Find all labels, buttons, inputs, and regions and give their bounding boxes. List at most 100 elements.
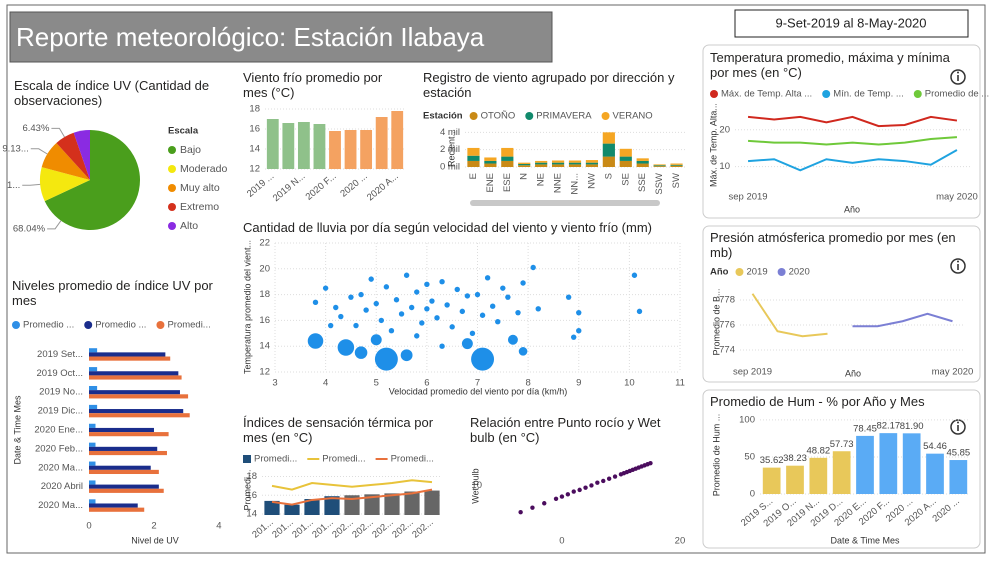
point [403,272,410,278]
point [353,322,359,329]
bar [404,491,420,515]
data-label: 48.82 [806,445,830,456]
bar-segment [501,156,514,161]
x-axis-label: Nivel de UV [131,535,179,545]
point [358,291,364,298]
legend-title: Año [710,267,729,278]
pie-slice [39,167,90,202]
bar-segment [585,164,599,167]
scrollbar[interactable] [470,200,660,206]
point [444,302,450,308]
y-tick-label: 50 [744,451,755,462]
point [363,307,369,313]
point [601,478,606,484]
point [408,304,415,311]
bar-segment [585,162,599,165]
chart-title: Registro de viento agrupado por direcció… [423,70,675,100]
leader-line [22,183,41,186]
y-tick-label: 2019 Dic... [38,406,83,417]
bar-segment [501,147,514,157]
bar-segment [585,160,599,163]
bar [324,496,340,515]
bar [89,427,154,433]
chart-title: Temperatura promedio, máxima y mínima po… [710,50,950,80]
y-tick-label: 778 [719,295,735,306]
point [489,303,496,309]
y-tick-label: 10 [719,161,730,172]
legend-label: Moderado [180,163,227,175]
pie-slice [56,132,90,180]
bar-segment [467,160,480,167]
bar [89,499,96,504]
point [434,315,440,321]
bar [89,446,158,451]
point [439,279,445,285]
point [469,330,476,336]
point [631,272,638,278]
legend-swatch [12,321,20,329]
x-tick-label: 20 [675,536,686,547]
point [576,328,582,334]
chart-title: Viento frío promedio por mes (°C) [243,70,383,100]
line [747,136,958,146]
point [338,313,344,320]
point [484,275,491,281]
info-icon[interactable] [950,258,966,274]
bar [89,503,138,508]
bar-segment [551,162,565,165]
bar-segment [535,160,548,163]
point [589,483,594,488]
point [439,343,445,349]
legend-label: Alto [180,220,198,232]
x-tick-label: 11 [675,378,685,389]
x-tick-label: may 2020 [932,367,974,378]
leader-line [47,220,62,230]
y-tick-label: 10 [471,480,482,491]
point [337,339,355,356]
bar-segment [568,164,582,167]
data-label: 6.43% [22,123,49,134]
point [398,311,405,317]
legend-label: Promedi... [167,320,210,331]
y-tick-label: 2020 Ene... [34,425,83,436]
y-tick-label: 0 [750,489,755,500]
point [570,334,577,340]
x-tick-label: 8 [525,378,530,389]
line [747,149,958,172]
point [471,347,495,371]
y-tick-label: 20 [259,263,270,274]
point [518,347,528,356]
bar [89,348,98,353]
x-tick-label: ESE [502,173,513,192]
data-label: 9.13... [2,143,28,154]
y-axis-label: Temperatura promedio del vient... [242,240,252,374]
legend-swatch [156,321,165,329]
y-tick-label: 18 [246,471,257,482]
legend-swatch [777,268,786,276]
data-label: 78.45 [853,423,877,434]
bar-segment [551,164,565,167]
bar [297,122,310,169]
x-tick-label: 4 [216,521,221,532]
bar-segment [670,163,683,165]
bar-segment [568,162,582,165]
info-icon[interactable] [950,69,966,85]
bar-segment [484,157,497,161]
x-axis-label: Date & Time Mes [830,535,900,545]
legend-swatch [913,90,922,98]
line [751,293,828,338]
legend-swatch [168,184,176,192]
y-tick-label: 18 [249,104,260,115]
point [429,298,435,304]
bar [89,469,159,475]
point [577,487,582,493]
y-tick-label: 4 mil [440,127,460,138]
y-tick-label: 2 mil [440,144,460,155]
y-tick-label: 776 [719,320,735,331]
data-label: 57.73 [830,439,854,450]
bar [364,494,380,515]
bar [89,442,96,447]
x-axis-label: Velocidad promedio del viento por día (k… [389,386,568,396]
point [414,333,420,339]
point [374,347,398,371]
